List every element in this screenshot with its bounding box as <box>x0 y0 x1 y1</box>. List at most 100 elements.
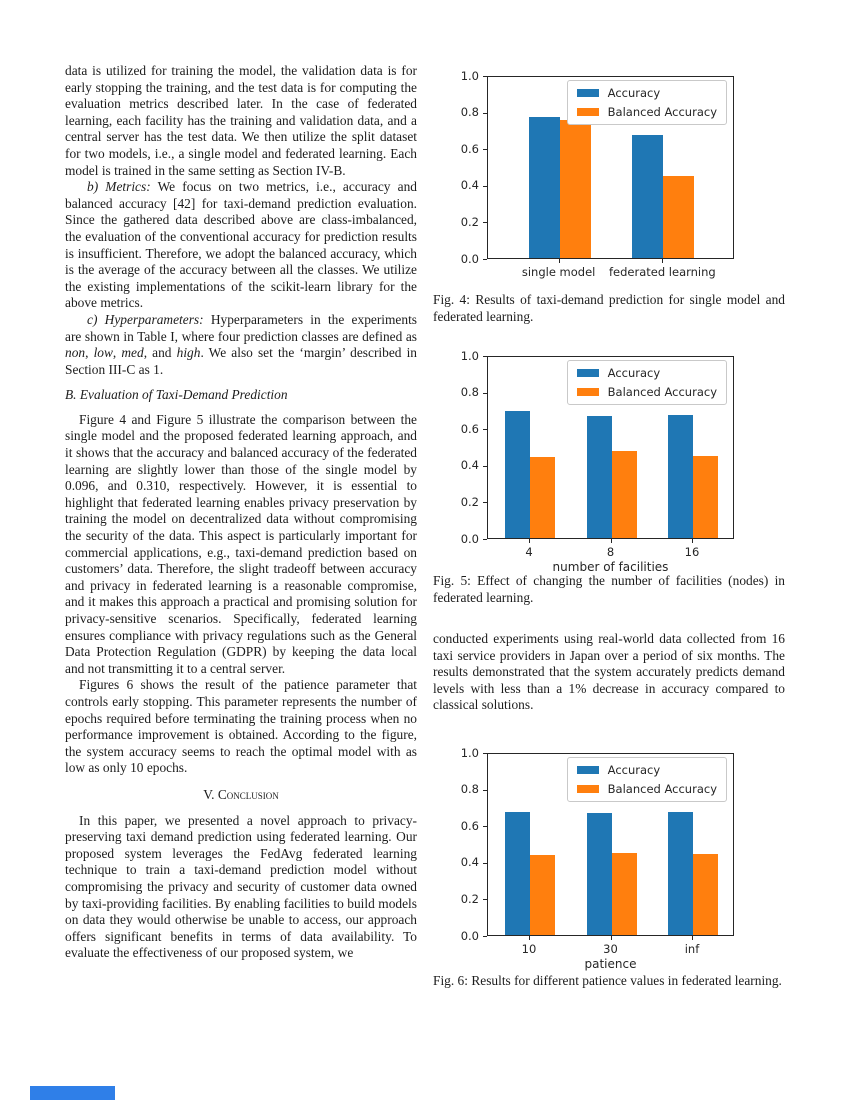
bar-accuracy <box>668 812 693 935</box>
bar-balanced-accuracy <box>559 120 591 258</box>
text-run: , <box>85 345 94 361</box>
paragraph: b) Metrics: We focus on two metrics, i.e… <box>65 179 417 312</box>
y-axis-tick-mark <box>483 790 487 791</box>
bar-balanced-accuracy <box>693 456 718 538</box>
bar-balanced-accuracy <box>611 451 637 538</box>
text-run: . We also set the ‘margin’ described in … <box>65 345 417 377</box>
plot-area: Accuracy Balanced Accuracy <box>487 753 734 936</box>
legend-swatch-icon <box>576 89 599 97</box>
text-run: data is utilized for training the model,… <box>65 63 417 178</box>
paragraph: data is utilized for training the model,… <box>65 63 417 179</box>
text-run: med <box>121 345 144 361</box>
legend: Accuracy Balanced Accuracy <box>566 360 727 405</box>
legend-entry: Accuracy <box>576 763 717 777</box>
y-axis-tick-mark <box>483 753 487 754</box>
text-run: low <box>93 345 113 361</box>
text-run: c) Hyperparameters: <box>87 311 204 327</box>
x-axis-tick-mark <box>611 936 612 940</box>
y-axis-tick-label: 0.6 <box>460 421 479 436</box>
bar-accuracy <box>528 117 560 258</box>
x-axis-tick-label: inf <box>684 942 700 956</box>
y-axis-tick-mark <box>483 826 487 827</box>
legend-swatch-icon <box>576 369 599 377</box>
paragraph: Figures 6 shows the result of the patien… <box>65 677 417 777</box>
bar-accuracy <box>504 812 530 935</box>
y-axis-tick-label: 1.0 <box>460 745 479 760</box>
y-axis-tick-mark <box>483 356 487 357</box>
figure-5-caption: Fig. 5: Effect of changing the number of… <box>433 573 785 605</box>
text-run: high <box>176 345 201 361</box>
legend: Accuracy Balanced Accuracy <box>566 757 727 802</box>
x-axis-tick-mark <box>692 539 693 543</box>
y-axis-tick-mark <box>483 76 487 77</box>
bar-balanced-accuracy <box>529 457 555 538</box>
bar-accuracy <box>586 813 612 935</box>
text-run: In this paper, we presented a novel appr… <box>65 812 417 961</box>
bar-accuracy <box>668 415 693 538</box>
text-run: Figure 4 and Figure 5 illustrate the com… <box>65 411 417 676</box>
y-axis-tick-label: 0.2 <box>460 891 479 906</box>
x-axis-tick-mark <box>529 539 530 543</box>
bar-accuracy <box>632 135 664 258</box>
paragraph: In this paper, we presented a novel appr… <box>65 813 417 962</box>
y-axis-tick-label: 0.0 <box>460 928 479 943</box>
y-axis-tick-label: 0.4 <box>460 855 479 870</box>
y-axis-tick-label: 0.6 <box>460 141 479 156</box>
bar-accuracy <box>586 416 612 538</box>
y-axis-tick-mark <box>483 149 487 150</box>
x-axis-tick-mark <box>611 539 612 543</box>
y-axis-tick-label: 0.0 <box>460 531 479 546</box>
x-axis-tick-mark <box>662 259 663 263</box>
text-run: non <box>65 345 86 361</box>
y-axis-tick-mark <box>483 393 487 394</box>
right-text-paragraph: conducted experiments using real-world d… <box>433 631 785 713</box>
plot-area: Accuracy Balanced Accuracy <box>487 76 734 259</box>
y-axis-tick-mark <box>483 539 487 540</box>
text-run: b) Metrics: <box>87 179 151 195</box>
paragraph: c) Hyperparameters: Hyperparameters in t… <box>65 312 417 378</box>
legend-entry: Accuracy <box>576 366 717 380</box>
x-axis-tick-label: 8 <box>606 545 615 559</box>
paragraph: Figure 4 and Figure 5 illustrate the com… <box>65 412 417 678</box>
text-run: We focus on two metrics, i.e., accuracy … <box>65 179 417 311</box>
x-axis-tick-mark <box>529 936 530 940</box>
bottom-left-blue-fragment <box>30 1086 115 1100</box>
y-axis-tick-label: 0.4 <box>460 458 479 473</box>
y-axis-tick-mark <box>483 113 487 114</box>
legend-swatch-icon <box>576 785 599 793</box>
x-axis-tick-label: 4 <box>525 545 533 559</box>
legend-entry: Accuracy <box>576 86 717 100</box>
x-axis-tick-mark <box>692 936 693 940</box>
text-run: V. <box>203 786 218 802</box>
section-heading: B. Evaluation of Taxi-Demand Prediction <box>65 387 417 404</box>
y-axis-tick-mark <box>483 899 487 900</box>
text-run: , <box>112 345 122 361</box>
bar-balanced-accuracy <box>693 854 718 935</box>
y-axis-tick-label: 0.2 <box>460 214 479 229</box>
y-axis-tick-label: 1.0 <box>460 68 479 83</box>
y-axis-tick-label: 0.8 <box>460 782 479 797</box>
x-axis-tick-label: 16 <box>684 545 700 559</box>
legend-label: Balanced Accuracy <box>607 385 717 399</box>
y-axis-tick-mark <box>483 502 487 503</box>
legend-swatch-icon <box>576 766 599 774</box>
legend-entry: Balanced Accuracy <box>576 385 717 399</box>
y-axis-tick-mark <box>483 186 487 187</box>
x-axis-tick-mark <box>559 259 560 263</box>
text-run: Conclusion <box>217 786 279 802</box>
bar-balanced-accuracy <box>611 853 637 935</box>
y-axis-tick-label: 0.8 <box>460 385 479 400</box>
plot-area: Accuracy Balanced Accuracy <box>487 356 734 539</box>
y-axis-tick-label: 0.0 <box>460 251 479 266</box>
text-run: Figures 6 shows the result of the patien… <box>65 677 417 776</box>
y-axis-tick-label: 0.2 <box>460 494 479 509</box>
legend-label: Accuracy <box>607 86 661 100</box>
legend-entry: Balanced Accuracy <box>576 782 717 796</box>
y-axis-tick-label: 0.8 <box>460 105 479 120</box>
y-axis-tick-mark <box>483 936 487 937</box>
y-axis-tick-mark <box>483 259 487 260</box>
x-axis-tick-label: 10 <box>521 942 537 956</box>
x-axis-tick-label: federated learning <box>608 265 716 279</box>
figure-6-caption: Fig. 6: Results for different patience v… <box>433 973 782 988</box>
